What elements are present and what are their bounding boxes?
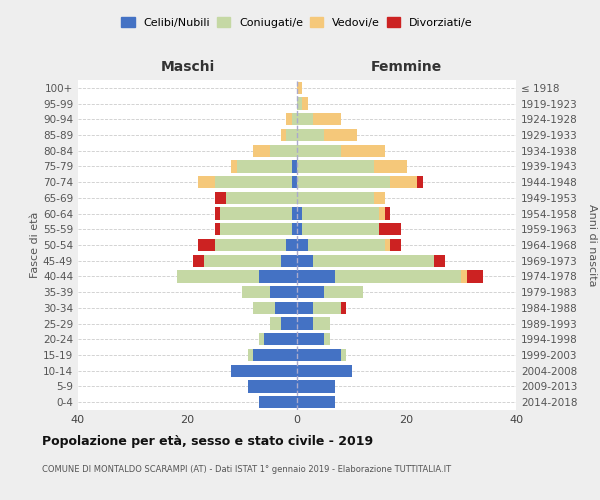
Bar [297, 239, 308, 251]
Bar [297, 160, 374, 172]
Bar [259, 396, 297, 408]
Bar [297, 333, 325, 345]
Bar [297, 364, 352, 377]
Bar [199, 239, 215, 251]
Bar [204, 254, 281, 267]
Bar [297, 113, 313, 126]
Bar [313, 318, 330, 330]
Bar [281, 318, 297, 330]
Bar [232, 160, 237, 172]
Bar [341, 302, 346, 314]
Bar [302, 223, 379, 235]
Text: Femmine: Femmine [371, 60, 442, 74]
Bar [220, 208, 292, 220]
Bar [215, 208, 220, 220]
Bar [325, 286, 362, 298]
Bar [269, 286, 297, 298]
Text: COMUNE DI MONTALDO SCARAMPI (AT) - Dati ISTAT 1° gennaio 2019 - Elaborazione TUT: COMUNE DI MONTALDO SCARAMPI (AT) - Dati … [42, 465, 451, 474]
Bar [215, 192, 226, 204]
Bar [297, 82, 302, 94]
Bar [292, 176, 297, 188]
Bar [199, 176, 215, 188]
Bar [461, 270, 467, 282]
Text: Popolazione per età, sesso e stato civile - 2019: Popolazione per età, sesso e stato civil… [42, 435, 373, 448]
Bar [215, 176, 292, 188]
Bar [379, 223, 401, 235]
Bar [302, 98, 308, 110]
Bar [325, 333, 330, 345]
Bar [297, 176, 390, 188]
Bar [215, 223, 220, 235]
Bar [341, 144, 385, 157]
Bar [297, 192, 374, 204]
Bar [335, 270, 461, 282]
Bar [297, 396, 335, 408]
Bar [215, 239, 286, 251]
Y-axis label: Anni di nascita: Anni di nascita [587, 204, 597, 286]
Text: Maschi: Maschi [160, 60, 215, 74]
Bar [390, 239, 401, 251]
Bar [248, 380, 297, 392]
Bar [237, 160, 292, 172]
Bar [297, 270, 335, 282]
Bar [292, 208, 297, 220]
Bar [390, 176, 418, 188]
Bar [434, 254, 445, 267]
Bar [275, 302, 297, 314]
Bar [232, 364, 297, 377]
Bar [292, 113, 297, 126]
Legend: Celibi/Nubili, Coniugati/e, Vedovi/e, Divorziati/e: Celibi/Nubili, Coniugati/e, Vedovi/e, Di… [117, 13, 477, 32]
Bar [242, 286, 269, 298]
Bar [374, 160, 407, 172]
Bar [379, 208, 385, 220]
Bar [259, 333, 264, 345]
Bar [248, 349, 253, 361]
Bar [176, 270, 259, 282]
Bar [325, 129, 357, 141]
Bar [374, 192, 385, 204]
Bar [281, 254, 297, 267]
Bar [281, 129, 286, 141]
Bar [313, 302, 341, 314]
Bar [253, 349, 297, 361]
Bar [297, 254, 313, 267]
Bar [297, 349, 341, 361]
Bar [286, 129, 297, 141]
Bar [297, 129, 325, 141]
Bar [220, 223, 292, 235]
Bar [302, 208, 379, 220]
Bar [259, 270, 297, 282]
Bar [269, 318, 281, 330]
Bar [286, 113, 292, 126]
Bar [253, 302, 275, 314]
Bar [297, 223, 302, 235]
Bar [286, 239, 297, 251]
Bar [467, 270, 483, 282]
Bar [297, 302, 313, 314]
Bar [313, 254, 434, 267]
Bar [385, 239, 390, 251]
Bar [297, 208, 302, 220]
Bar [193, 254, 204, 267]
Bar [269, 144, 297, 157]
Bar [292, 223, 297, 235]
Bar [264, 333, 297, 345]
Bar [313, 113, 341, 126]
Bar [297, 380, 335, 392]
Bar [253, 144, 269, 157]
Bar [226, 192, 297, 204]
Bar [341, 349, 346, 361]
Bar [297, 318, 313, 330]
Bar [297, 98, 302, 110]
Bar [297, 144, 341, 157]
Y-axis label: Fasce di età: Fasce di età [30, 212, 40, 278]
Bar [418, 176, 423, 188]
Bar [297, 286, 325, 298]
Bar [292, 160, 297, 172]
Bar [385, 208, 390, 220]
Bar [308, 239, 385, 251]
